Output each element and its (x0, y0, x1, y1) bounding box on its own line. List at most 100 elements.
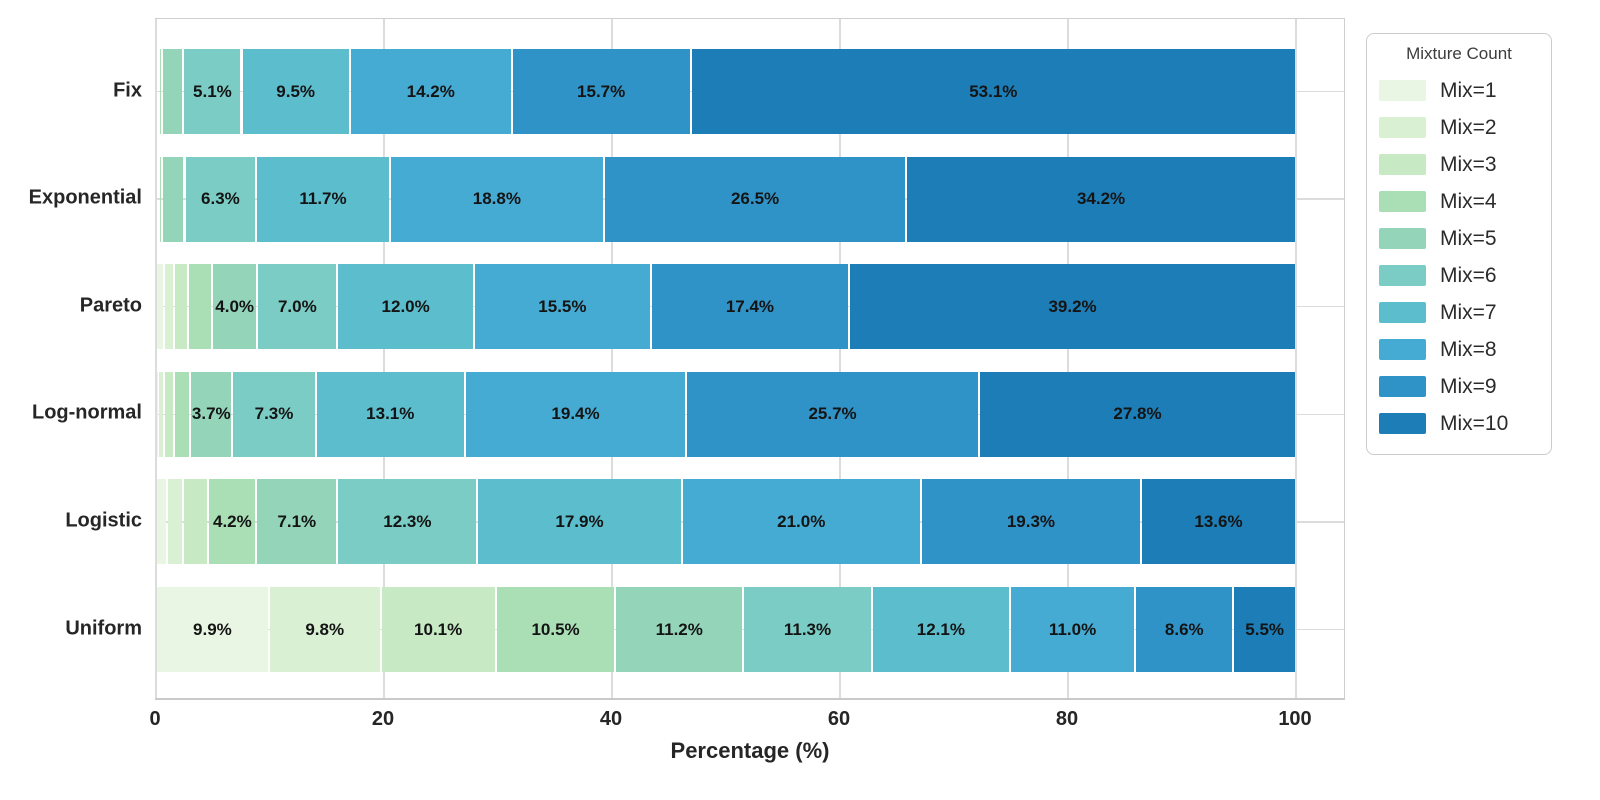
legend-label: Mix=8 (1440, 337, 1497, 361)
legend-swatch (1379, 265, 1426, 286)
x-gridline (839, 19, 841, 698)
legend-label: Mix=2 (1440, 115, 1497, 139)
x-gridline (155, 19, 157, 698)
bar-segment-mix=9: 8.6% (1136, 587, 1233, 672)
bar-segment-mix=10: 13.6% (1141, 479, 1295, 565)
bar-segment-value: 6.3% (201, 189, 240, 209)
bar-segment-mix=7: 17.9% (478, 479, 681, 565)
bar-segment-mix=5 (162, 49, 183, 134)
bar-segment-value: 4.2% (213, 511, 252, 531)
legend-items: Mix=1 Mix=2 Mix=3 Mix=4 Mix=5 Mix=6 Mix=7 Mix=8… (1379, 72, 1539, 442)
bar-segment-mix=6: 11.3% (744, 587, 871, 672)
bar-segment-mix=10: 39.2% (850, 264, 1295, 350)
x-gridline (611, 19, 613, 698)
bar-segment-mix=3: 10.1% (381, 587, 495, 672)
bar-segment-value: 11.7% (299, 189, 347, 209)
bar-segment-mix=6: 7.3% (233, 371, 315, 457)
bar-segment-value: 12.0% (381, 296, 430, 316)
y-tick-label: Exponential (28, 186, 142, 209)
bar-segment-value: 21.0% (777, 511, 826, 531)
legend-label: Mix=6 (1440, 263, 1497, 287)
x-tick-label: 60 (827, 708, 851, 730)
legend-item-mix=1: Mix=1 (1379, 72, 1539, 109)
bar-segment-mix=8: 11.0% (1010, 587, 1135, 672)
legend-swatch (1379, 376, 1426, 397)
legend-item-mix=10: Mix=10 (1379, 405, 1539, 442)
bar-segment-mix=6: 6.3% (185, 156, 256, 242)
bar-segment-mix=8: 19.4% (465, 371, 686, 457)
legend: Mixture Count Mix=1 Mix=2 Mix=3 Mix=4 Mix=5 M… (1366, 33, 1552, 455)
bar-segment-value: 19.3% (1006, 511, 1056, 531)
bar-segment-mix=9: 19.3% (921, 479, 1140, 565)
legend-item-mix=7: Mix=7 (1379, 294, 1539, 331)
legend-label: Mix=5 (1440, 226, 1497, 250)
legend-label: Mix=3 (1440, 152, 1497, 176)
bar-segment-value: 11.3% (783, 619, 832, 639)
bar-segment-value: 39.2% (1048, 296, 1097, 316)
bar-segment-value: 10.1% (414, 619, 463, 639)
legend-item-mix=5: Mix=5 (1379, 220, 1539, 257)
bar-segment-mix=9: 17.4% (651, 264, 849, 350)
bar-segment-mix=5: 11.2% (616, 587, 743, 672)
x-tick-label: 40 (599, 708, 623, 730)
y-tick-label: Log-normal (32, 401, 142, 424)
bar-segment-mix=9: 26.5% (605, 156, 906, 242)
bar-segment-mix=5 (162, 156, 184, 242)
bar-segment-mix=6: 12.3% (338, 479, 477, 565)
bar-segment-value: 4.0% (215, 296, 255, 316)
bar-segment-mix=2: 9.8% (269, 587, 380, 672)
bar-segment-mix=8: 21.0% (682, 479, 920, 565)
x-tick-label: 80 (1055, 708, 1079, 730)
bar-segment-value: 11.0% (1048, 619, 1097, 639)
bar-segment-mix=8: 18.8% (390, 156, 603, 242)
legend-item-mix=6: Mix=6 (1379, 257, 1539, 294)
x-tick-label: 20 (371, 708, 395, 730)
bar-segment-value: 15.7% (577, 81, 626, 101)
x-gridline (1295, 19, 1297, 698)
bar-segment-mix=2 (159, 371, 163, 457)
bar-segment-value: 19.4% (551, 404, 600, 424)
bar-segment-value: 15.5% (538, 296, 587, 316)
legend-item-mix=2: Mix=2 (1379, 109, 1539, 146)
bar-segment-value: 8.6% (1164, 619, 1204, 639)
legend-swatch (1379, 80, 1426, 101)
legend-swatch (1379, 191, 1426, 212)
y-tick-label: Pareto (79, 294, 142, 317)
bar-segment-value: 7.1% (277, 511, 317, 531)
bar-segment-mix=5: 7.1% (257, 479, 337, 565)
x-tick-label: 0 (149, 708, 161, 730)
bar-segment-mix=4: 10.5% (496, 587, 615, 672)
bar-segment-mix=10: 5.5% (1234, 587, 1295, 672)
bar-segment-mix=6: 7.0% (258, 264, 337, 350)
bar-segment-mix=2 (168, 479, 183, 565)
bar-segment-mix=8: 15.5% (475, 264, 650, 350)
bar-segment-value: 12.1% (916, 619, 965, 639)
bar-segment-mix=3 (175, 264, 187, 350)
legend-swatch (1379, 339, 1426, 360)
legend-label: Mix=7 (1440, 300, 1497, 324)
bar-segment-mix=5: 3.7% (191, 371, 232, 457)
bar-segment-mix=3 (164, 371, 174, 457)
bar-segment-value: 9.9% (193, 619, 232, 639)
legend-item-mix=9: Mix=9 (1379, 368, 1539, 405)
bar-segment-value: 5.1% (193, 81, 232, 101)
bar-row-exponential: 6.3% 11.7% 18.8% 26.5% 34.2% (156, 156, 1296, 242)
bar-segment-value: 34.2% (1076, 189, 1126, 209)
x-tick-label: 100 (1278, 708, 1312, 730)
bar-segment-value: 18.8% (472, 189, 521, 209)
bar-segment-value: 14.2% (406, 81, 455, 101)
y-tick-label: Fix (113, 79, 142, 101)
bar-segment-mix=3 (184, 479, 208, 565)
bar-segment-value: 7.0% (277, 296, 317, 316)
bar-row-uniform: 9.9% 9.8% 10.1% 10.5% 11.2% 11.3% 12.1% 11.0% 8.… (156, 587, 1296, 672)
bar-segment-mix=5: 4.0% (212, 264, 257, 350)
y-tick-label: Logistic (65, 509, 142, 532)
bar-segment-value: 13.6% (1194, 511, 1243, 531)
legend-label: Mix=9 (1440, 374, 1497, 398)
bar-segment-mix=10: 53.1% (691, 49, 1295, 134)
bar-segment-mix=1: 9.9% (157, 587, 268, 672)
legend-label: Mix=1 (1440, 78, 1497, 102)
bar-row-log-normal: 3.7% 7.3% 13.1% 19.4% 25.7% 27.8% (156, 371, 1296, 457)
bar-segment-mix=7: 12.1% (872, 587, 1009, 672)
